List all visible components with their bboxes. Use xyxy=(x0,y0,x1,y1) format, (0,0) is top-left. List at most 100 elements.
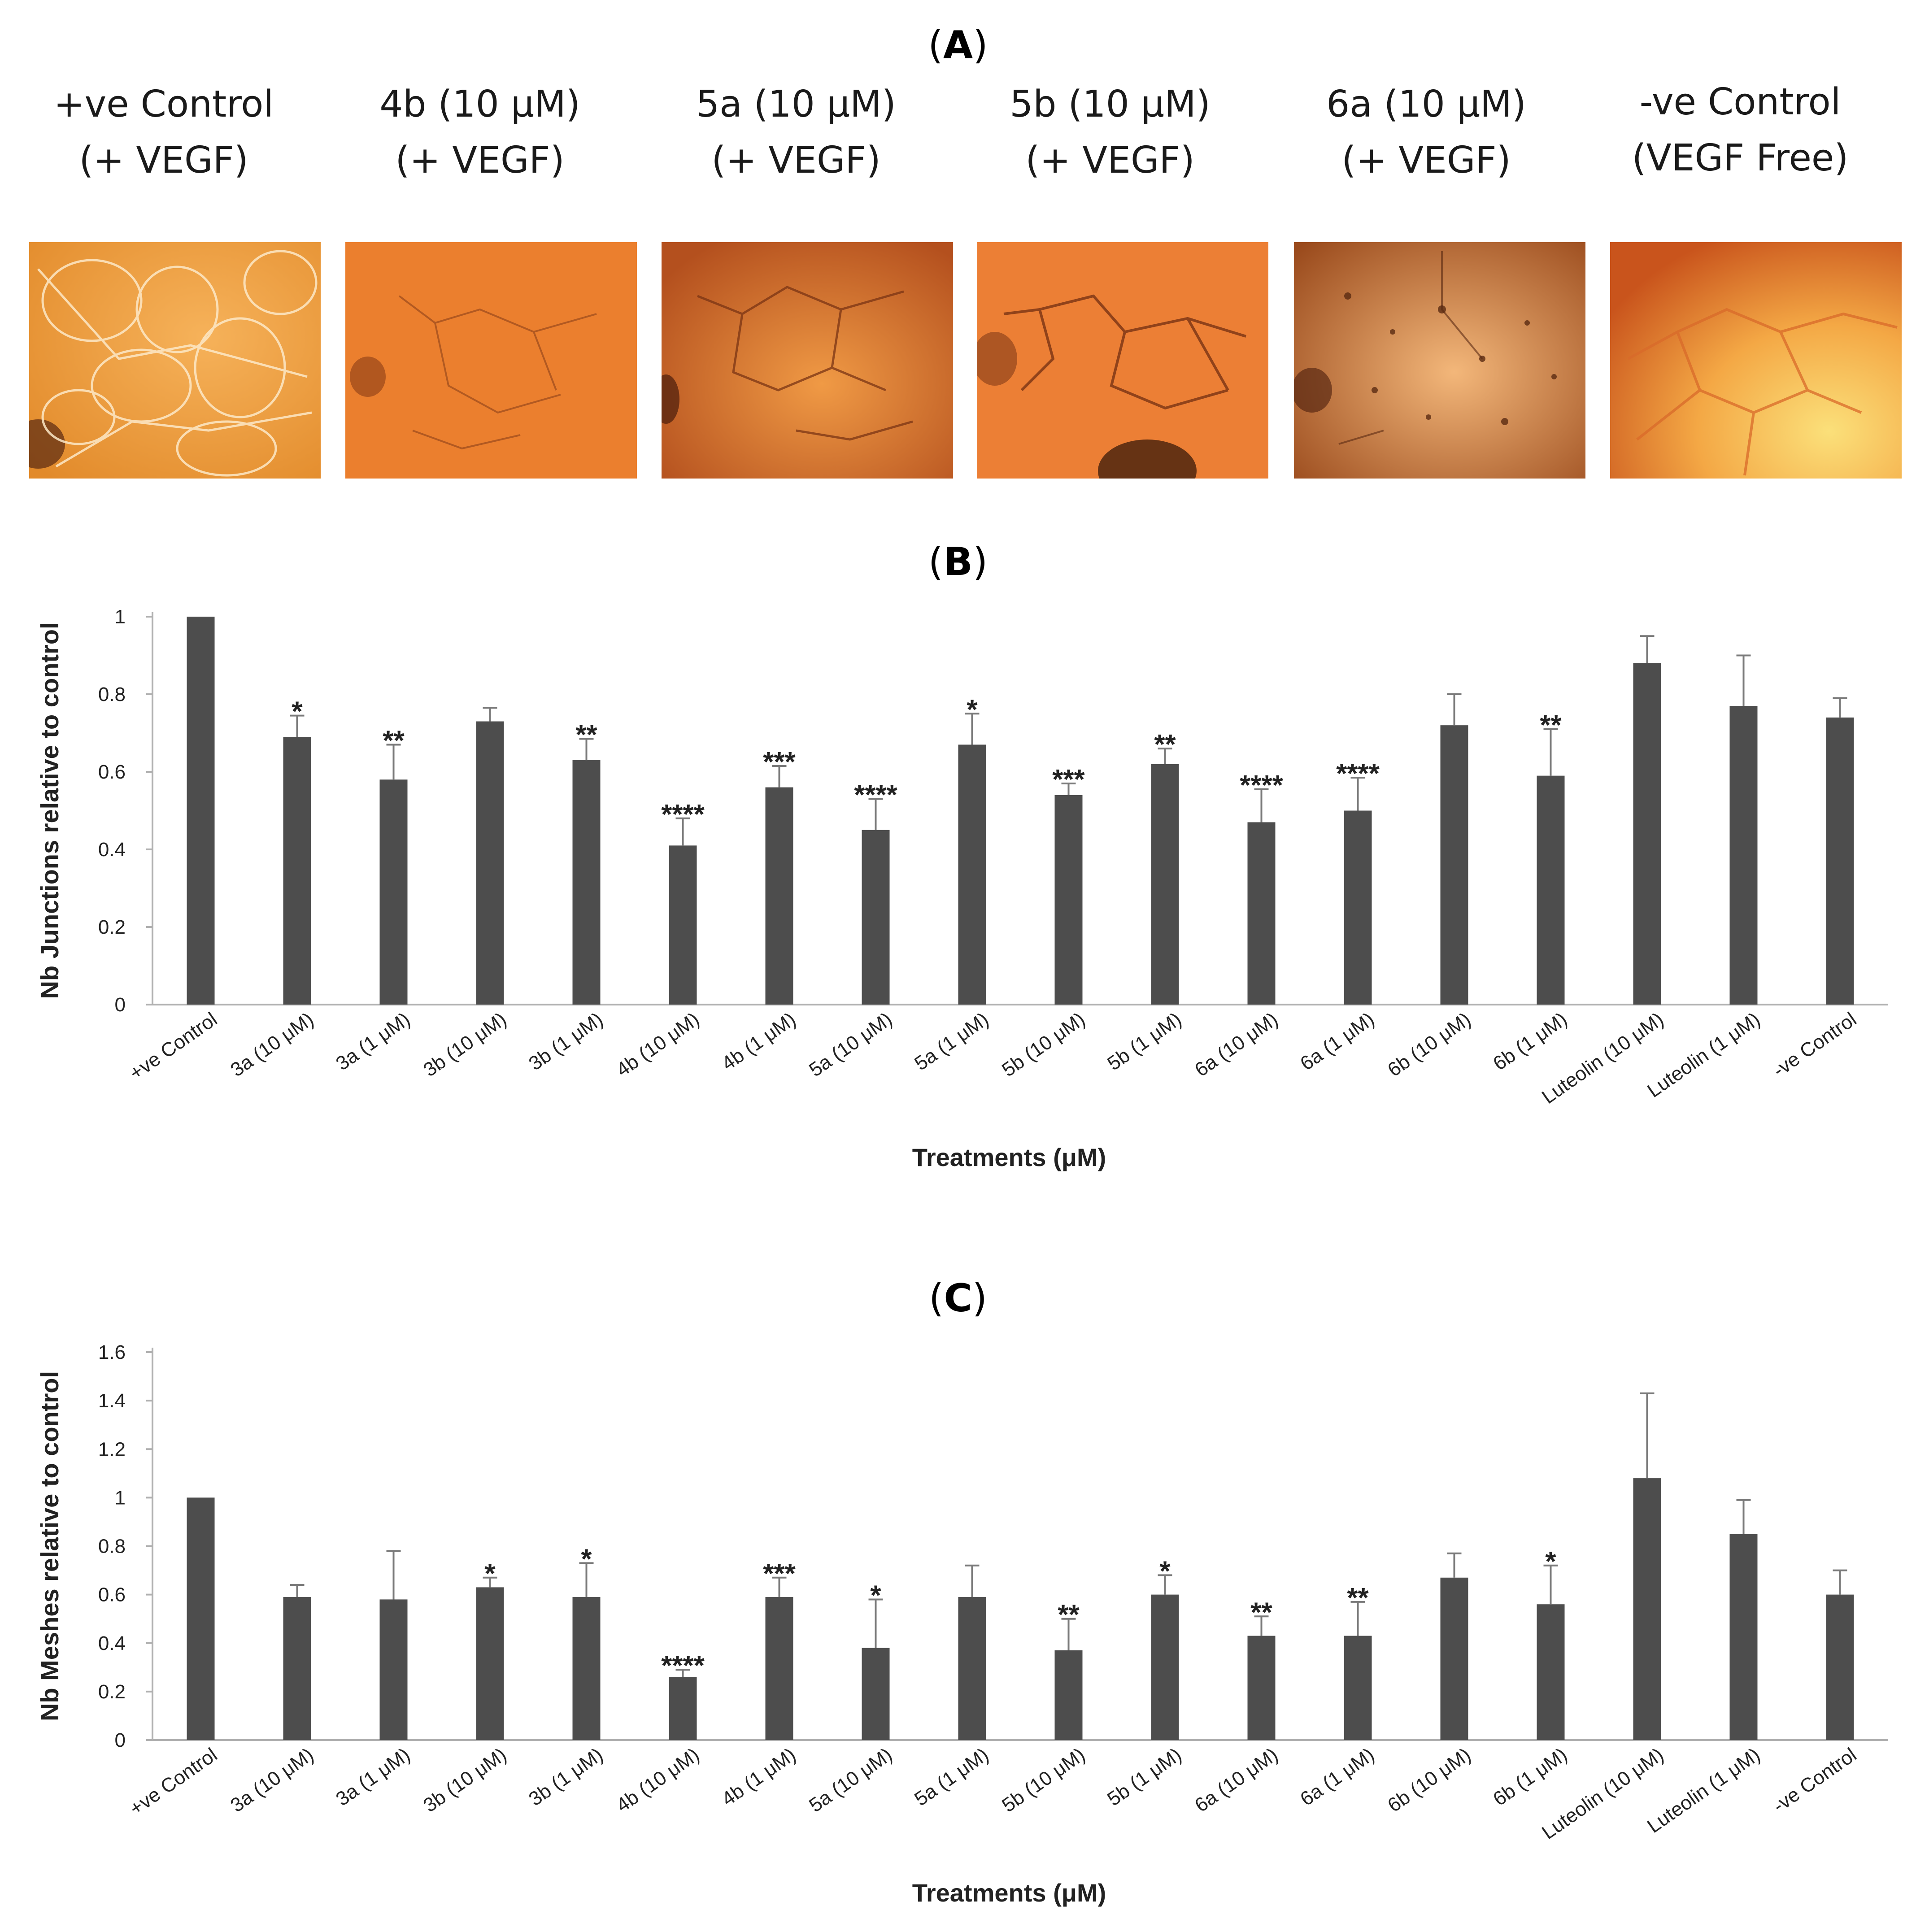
bar xyxy=(1247,1636,1276,1740)
caption-line-2: (+ VEGF) xyxy=(1341,139,1511,182)
x-tick-label: 5a (10 μM) xyxy=(805,1008,896,1081)
image-caption: 5b (10 μM) (+ VEGF) xyxy=(953,76,1267,188)
caption-line-1: -ve Control xyxy=(1639,81,1841,123)
significance-marker: **** xyxy=(854,780,897,811)
x-tick-label: 4b (1 μM) xyxy=(718,1008,800,1075)
x-tick-label: 6a (1 μM) xyxy=(1296,1744,1378,1810)
bar xyxy=(958,744,986,1005)
significance-marker: **** xyxy=(661,799,705,830)
micrograph-5a xyxy=(662,242,953,479)
bar xyxy=(862,1648,890,1740)
y-tick-label: 0.4 xyxy=(98,1632,126,1654)
bar xyxy=(862,830,890,1005)
x-tick-label: 3a (1 μM) xyxy=(332,1744,414,1810)
y-tick-label: 1.2 xyxy=(98,1438,126,1460)
caption-line-2: (+ VEGF) xyxy=(1025,139,1195,182)
x-tick-label: 6b (10 μM) xyxy=(1384,1008,1475,1081)
y-tick-label: 1 xyxy=(115,1487,126,1509)
caption-line-1: 5b (10 μM) xyxy=(1010,83,1211,126)
significance-marker: * xyxy=(967,694,978,725)
y-tick-label: 1.6 xyxy=(98,1341,126,1363)
bar xyxy=(1633,663,1661,1005)
significance-marker: ** xyxy=(1347,1583,1369,1614)
bar xyxy=(1247,822,1276,1005)
micrograph-negative-control xyxy=(1610,242,1902,479)
bar xyxy=(1151,1594,1179,1740)
x-tick-label: 4b (1 μM) xyxy=(718,1744,800,1810)
bar xyxy=(1826,717,1854,1005)
y-tick-label: 0 xyxy=(115,1729,126,1751)
significance-marker: ** xyxy=(1058,1600,1080,1631)
bar xyxy=(572,1597,601,1740)
y-tick-label: 1 xyxy=(115,606,126,628)
bar xyxy=(1729,705,1758,1005)
image-caption: 5a (10 μM) (+ VEGF) xyxy=(639,76,953,188)
caption-line-1: 6a (10 μM) xyxy=(1326,83,1526,126)
bar xyxy=(1151,764,1179,1005)
image-caption: 6a (10 μM) (+ VEGF) xyxy=(1269,76,1583,188)
significance-marker: * xyxy=(484,1558,496,1589)
bar xyxy=(1537,1604,1565,1740)
bar xyxy=(283,737,311,1005)
x-tick-label: -ve Control xyxy=(1769,1008,1860,1082)
significance-marker: **** xyxy=(1336,758,1380,789)
x-axis-title: Treatments (μM) xyxy=(912,1143,1106,1171)
x-tick-label: 3b (10 μM) xyxy=(419,1008,510,1081)
bar xyxy=(765,1597,793,1740)
x-tick-label: +ve Control xyxy=(126,1744,221,1820)
significance-marker: **** xyxy=(661,1650,705,1681)
significance-marker: ** xyxy=(1250,1597,1272,1628)
panel-c-label: (C) xyxy=(928,1276,988,1321)
significance-marker: **** xyxy=(1240,770,1283,801)
x-tick-label: 3a (10 μM) xyxy=(226,1008,318,1081)
bar xyxy=(1054,1650,1083,1740)
bar xyxy=(1344,1636,1372,1740)
significance-marker: * xyxy=(870,1580,881,1611)
micrograph-4b xyxy=(345,242,637,479)
bar xyxy=(669,845,697,1005)
bar xyxy=(1440,1577,1468,1740)
x-axis-title: Treatments (μM) xyxy=(912,1879,1106,1907)
micrograph-6a xyxy=(1294,242,1585,479)
image-caption: +ve Control (+ VEGF) xyxy=(7,76,321,188)
x-tick-label: 6b (1 μM) xyxy=(1489,1744,1571,1810)
y-tick-label: 0.4 xyxy=(98,839,126,861)
x-tick-label: 5b (1 μM) xyxy=(1103,1744,1185,1810)
y-tick-label: 0 xyxy=(115,994,126,1016)
significance-marker: ** xyxy=(575,719,597,750)
bar xyxy=(1344,810,1372,1005)
x-tick-label: 5b (1 μM) xyxy=(1103,1008,1185,1075)
bar xyxy=(476,721,504,1005)
bar xyxy=(187,617,215,1005)
bar xyxy=(187,1497,215,1740)
bar xyxy=(669,1677,697,1740)
bar xyxy=(379,779,408,1005)
caption-line-2: (VEGF Free) xyxy=(1632,137,1849,179)
y-axis-title: Nb Meshes relative to control xyxy=(35,1371,64,1721)
x-tick-label: 5a (1 μM) xyxy=(910,1008,993,1075)
significance-marker: * xyxy=(581,1544,592,1575)
bar xyxy=(1440,725,1468,1005)
panel-a-label: (A) xyxy=(928,23,988,68)
x-tick-label: +ve Control xyxy=(126,1008,221,1084)
x-tick-label: 5a (1 μM) xyxy=(910,1744,993,1810)
x-tick-label: 6a (10 μM) xyxy=(1191,1008,1282,1081)
caption-line-2: (+ VEGF) xyxy=(79,139,248,182)
significance-marker: ** xyxy=(383,725,405,756)
bar xyxy=(1826,1594,1854,1740)
bar xyxy=(476,1587,504,1740)
meshes-bar-chart: 0 0.2 0.4 0.6 0.8 1 1.2 1.4 1.6 Nb Meshes relativ… xyxy=(35,1341,1888,1907)
y-tick-label: 0.6 xyxy=(98,1584,126,1606)
caption-line-2: (+ VEGF) xyxy=(711,139,881,182)
x-tick-label: 6a (10 μM) xyxy=(1191,1744,1282,1817)
bar xyxy=(283,1597,311,1740)
caption-line-1: 4b (10 μM) xyxy=(379,83,580,126)
y-tick-label: 0.2 xyxy=(98,1681,126,1703)
y-tick-label: 1.4 xyxy=(98,1390,126,1412)
significance-marker: *** xyxy=(763,1558,796,1589)
significance-marker: *** xyxy=(763,747,796,778)
bar xyxy=(1054,795,1083,1005)
significance-marker: ** xyxy=(1154,729,1176,760)
bar xyxy=(765,787,793,1005)
y-tick-label: 0.2 xyxy=(98,916,126,938)
